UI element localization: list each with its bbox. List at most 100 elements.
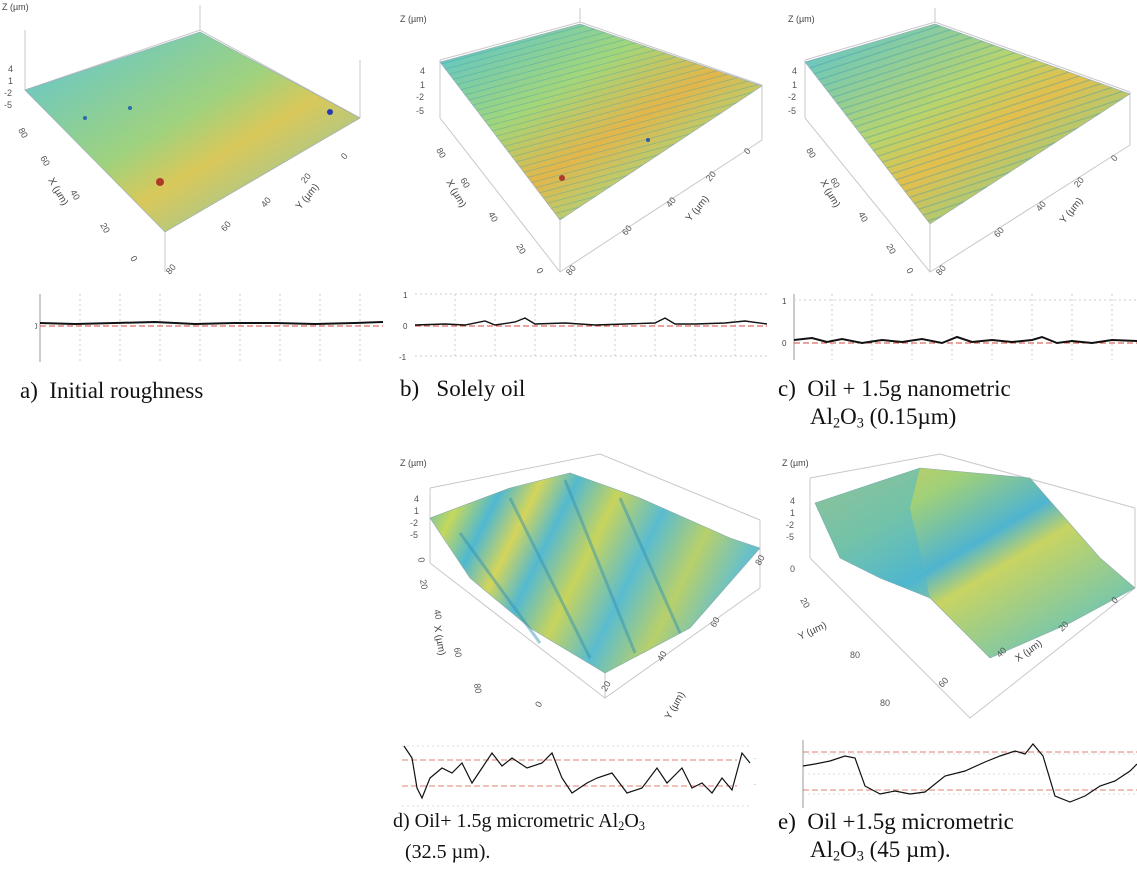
svg-text:40: 40 xyxy=(259,195,273,209)
svg-text:0: 0 xyxy=(339,151,350,161)
svg-text:80: 80 xyxy=(934,263,948,277)
svg-text:60: 60 xyxy=(708,615,722,629)
svg-text:20: 20 xyxy=(98,221,112,235)
svg-text:80: 80 xyxy=(564,263,578,277)
svg-text:-5: -5 xyxy=(4,100,12,110)
svg-text:40: 40 xyxy=(664,195,678,209)
svg-text:20: 20 xyxy=(299,171,313,185)
svg-text:40: 40 xyxy=(1034,199,1048,213)
svg-text:80: 80 xyxy=(164,262,178,276)
surface-plot-e: Z (µm) 41 -2-5 0 20 80 80 60 40 20 0 Y (… xyxy=(782,453,1136,719)
svg-text:0: 0 xyxy=(416,557,427,564)
svg-text:80: 80 xyxy=(16,126,30,140)
svg-text:Z (µm): Z (µm) xyxy=(782,458,809,468)
caption-c: c) Oil + 1.5g nanometric Al2O3 (0.15µm) xyxy=(778,376,1011,432)
svg-text:20: 20 xyxy=(418,579,430,591)
svg-text:0: 0 xyxy=(403,322,408,331)
svg-text:60: 60 xyxy=(38,154,52,168)
svg-text:60: 60 xyxy=(828,176,842,190)
svg-text:0: 0 xyxy=(128,254,139,263)
svg-text:-2: -2 xyxy=(786,520,794,530)
svg-text:0: 0 xyxy=(533,700,544,709)
profile-plot-c: 1 0 xyxy=(782,294,1137,360)
surface-plot-c: Z (µm) 41 -2-5 80 60 40 20 0 0 20 40 60 … xyxy=(788,8,1131,277)
caption-a: a) Initial roughness xyxy=(20,378,204,403)
svg-text:-2: -2 xyxy=(416,92,424,102)
svg-text:-1: -1 xyxy=(399,353,407,362)
svg-text:60: 60 xyxy=(452,647,464,659)
svg-text:Y (µm): Y (µm) xyxy=(1058,196,1086,226)
profile-line xyxy=(39,320,384,326)
svg-text:40: 40 xyxy=(486,210,500,224)
svg-text:60: 60 xyxy=(458,176,472,190)
svg-text:0: 0 xyxy=(904,266,915,275)
svg-text:-5: -5 xyxy=(786,532,794,542)
caption-b: b) Solely oil xyxy=(400,376,526,401)
svg-text:4: 4 xyxy=(8,64,13,74)
svg-text:60: 60 xyxy=(992,225,1006,239)
z-axis-label: Z (µm) xyxy=(2,2,29,12)
svg-text:-5: -5 xyxy=(788,106,796,116)
svg-text:40: 40 xyxy=(68,188,82,202)
svg-text:20: 20 xyxy=(514,242,528,256)
svg-text:40: 40 xyxy=(655,649,669,663)
svg-text:Y (µm): Y (µm) xyxy=(684,194,712,224)
caption-d: d) Oil+ 1.5g micrometric Al2O3 (32.5 µm)… xyxy=(393,810,645,864)
svg-text:80: 80 xyxy=(434,146,448,160)
svg-text:1: 1 xyxy=(782,297,787,306)
svg-text:80: 80 xyxy=(880,698,890,708)
svg-text:Y (µm): Y (µm) xyxy=(797,620,829,643)
y-axis-label: Y (µm) xyxy=(294,182,322,212)
svg-text:-2: -2 xyxy=(788,92,796,102)
svg-text:Z (µm): Z (µm) xyxy=(400,14,427,24)
svg-text:40: 40 xyxy=(856,210,870,224)
surface-plot-a: Z (µm) 41 -2-5 80 60 40 20 0 0 20 40 60 … xyxy=(2,2,361,276)
svg-text:20: 20 xyxy=(1072,175,1086,189)
profile-plot-b: 1 0 -1 xyxy=(399,291,768,362)
svg-text:0: 0 xyxy=(1109,153,1120,163)
svg-text:20: 20 xyxy=(704,169,718,183)
svg-text:-5: -5 xyxy=(416,106,424,116)
profile-plot-d: - - xyxy=(402,745,756,807)
surface-plot-d: Z (µm) 4 1 -2 -5 0 20 40 60 80 80 60 40 20… xyxy=(400,453,767,722)
svg-text:1: 1 xyxy=(403,291,408,300)
profile-plot-e xyxy=(802,740,1137,808)
svg-text:80: 80 xyxy=(850,650,860,660)
svg-text:0: 0 xyxy=(790,564,795,574)
svg-text:0: 0 xyxy=(1109,595,1120,606)
svg-text:20: 20 xyxy=(884,242,898,256)
svg-text:-5: -5 xyxy=(410,530,418,540)
svg-text:4: 4 xyxy=(414,494,419,504)
svg-text:-2: -2 xyxy=(4,88,12,98)
svg-text:1: 1 xyxy=(8,76,13,86)
svg-text:1: 1 xyxy=(790,508,795,518)
svg-text:20: 20 xyxy=(798,596,812,610)
svg-text:4: 4 xyxy=(790,496,795,506)
svg-text:Z (µm): Z (µm) xyxy=(788,14,815,24)
svg-text:1: 1 xyxy=(420,80,425,90)
svg-text:0: 0 xyxy=(782,339,787,348)
svg-text:-2: -2 xyxy=(410,518,418,528)
svg-text:-: - xyxy=(754,782,756,788)
svg-text:X (µm): X (µm) xyxy=(431,625,447,657)
svg-text:0: 0 xyxy=(534,266,545,275)
svg-text:0: 0 xyxy=(742,146,753,156)
svg-text:80: 80 xyxy=(804,146,818,160)
svg-text:1: 1 xyxy=(414,506,419,516)
profile-plot-a: 0 xyxy=(35,294,384,362)
x-axis-label: X (µm) xyxy=(45,176,70,208)
svg-text:4: 4 xyxy=(420,66,425,76)
svg-text:20: 20 xyxy=(599,679,613,693)
surface-plot-b: Z (µm) 41 -2-5 80 60 40 20 0 0 20 40 60 … xyxy=(400,8,763,277)
svg-text:80: 80 xyxy=(753,553,767,567)
caption-e: e) Oil +1.5g micrometric Al2O3 (45 µm). xyxy=(778,809,1014,865)
svg-text:4: 4 xyxy=(792,66,797,76)
svg-text:0: 0 xyxy=(35,322,38,331)
surface-a xyxy=(24,31,361,233)
svg-text:60: 60 xyxy=(936,675,950,689)
svg-text:Y (µm): Y (µm) xyxy=(663,690,688,722)
svg-text:1: 1 xyxy=(792,80,797,90)
svg-text:60: 60 xyxy=(620,223,634,237)
svg-text:Z (µm): Z (µm) xyxy=(400,458,427,468)
svg-text:80: 80 xyxy=(472,683,484,695)
